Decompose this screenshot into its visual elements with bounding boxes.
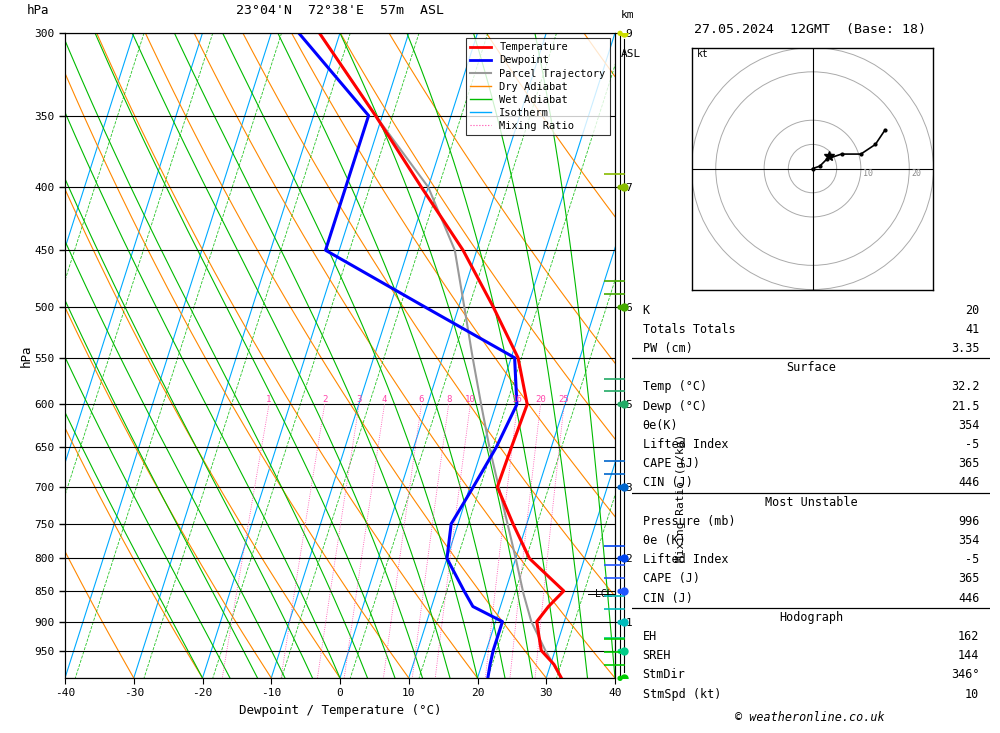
Text: ●: ● (617, 588, 623, 594)
Text: 32.2: 32.2 (951, 380, 979, 394)
Text: ●: ● (617, 303, 623, 309)
Text: StmSpd (kt): StmSpd (kt) (643, 688, 721, 701)
Text: 365: 365 (958, 572, 979, 586)
Text: CIN (J): CIN (J) (643, 592, 693, 605)
Text: Dewp (°C): Dewp (°C) (643, 399, 707, 413)
Text: 996: 996 (958, 515, 979, 528)
Text: CAPE (J): CAPE (J) (643, 572, 700, 586)
Text: hPa: hPa (20, 345, 33, 366)
Text: StmDir: StmDir (643, 668, 685, 682)
Text: 1: 1 (266, 395, 272, 405)
Text: 446: 446 (958, 476, 979, 490)
Text: 41: 41 (965, 323, 979, 336)
Text: ●: ● (617, 619, 623, 625)
Text: 8: 8 (446, 395, 451, 405)
Text: © weatheronline.co.uk: © weatheronline.co.uk (735, 711, 885, 724)
Text: PW (cm): PW (cm) (643, 342, 693, 355)
Text: km: km (620, 10, 634, 20)
Text: 16: 16 (512, 395, 523, 405)
Text: 144: 144 (958, 649, 979, 662)
Text: Mixing Ratio (g/kg): Mixing Ratio (g/kg) (676, 433, 686, 561)
Text: Hodograph: Hodograph (779, 611, 843, 624)
Text: 354: 354 (958, 534, 979, 547)
Text: Surface: Surface (786, 361, 836, 375)
Text: Totals Totals: Totals Totals (643, 323, 735, 336)
Text: CIN (J): CIN (J) (643, 476, 693, 490)
Text: 27.05.2024  12GMT  (Base: 18): 27.05.2024 12GMT (Base: 18) (694, 23, 926, 37)
Text: ●: ● (617, 402, 623, 408)
Text: Lifted Index: Lifted Index (643, 438, 728, 451)
Text: 20: 20 (965, 303, 979, 317)
Text: ASL: ASL (620, 49, 641, 59)
Text: -5: -5 (965, 438, 979, 451)
Text: ●: ● (617, 184, 623, 190)
Text: 10: 10 (465, 395, 476, 405)
Text: 21.5: 21.5 (951, 399, 979, 413)
Text: 25: 25 (559, 395, 569, 405)
Text: 354: 354 (958, 419, 979, 432)
Text: 2: 2 (322, 395, 327, 405)
Text: θе (K): θе (K) (643, 534, 685, 547)
Text: 20: 20 (535, 395, 546, 405)
Text: 346°: 346° (951, 668, 979, 682)
Text: hPa: hPa (26, 4, 49, 17)
Text: 10: 10 (863, 169, 873, 178)
Text: Pressure (mb): Pressure (mb) (643, 515, 735, 528)
Text: Most Unstable: Most Unstable (765, 496, 857, 509)
Text: K: K (643, 303, 650, 317)
Text: 6: 6 (419, 395, 424, 405)
Text: ●: ● (617, 647, 623, 654)
Text: 3.35: 3.35 (951, 342, 979, 355)
Text: ●: ● (617, 556, 623, 561)
Text: ●: ● (617, 675, 623, 681)
Text: 365: 365 (958, 457, 979, 470)
Text: Temp (°C): Temp (°C) (643, 380, 707, 394)
X-axis label: Dewpoint / Temperature (°C): Dewpoint / Temperature (°C) (239, 704, 441, 717)
Text: LCL: LCL (595, 589, 613, 599)
Text: CAPE (J): CAPE (J) (643, 457, 700, 470)
Text: EH: EH (643, 630, 657, 643)
Text: -5: -5 (965, 553, 979, 566)
Text: 20: 20 (912, 169, 922, 178)
Text: kt: kt (696, 49, 708, 59)
Text: θе(K): θе(K) (643, 419, 678, 432)
Text: 4: 4 (382, 395, 387, 405)
Text: ●: ● (617, 484, 623, 490)
Text: Lifted Index: Lifted Index (643, 553, 728, 566)
Text: SREH: SREH (643, 649, 671, 662)
Text: ●: ● (617, 30, 623, 36)
Text: 3: 3 (356, 395, 362, 405)
Text: 23°04'N  72°38'E  57m  ASL: 23°04'N 72°38'E 57m ASL (236, 4, 444, 17)
Text: 446: 446 (958, 592, 979, 605)
Legend: Temperature, Dewpoint, Parcel Trajectory, Dry Adiabat, Wet Adiabat, Isotherm, Mi: Temperature, Dewpoint, Parcel Trajectory… (466, 38, 610, 136)
Text: 162: 162 (958, 630, 979, 643)
Text: 10: 10 (965, 688, 979, 701)
